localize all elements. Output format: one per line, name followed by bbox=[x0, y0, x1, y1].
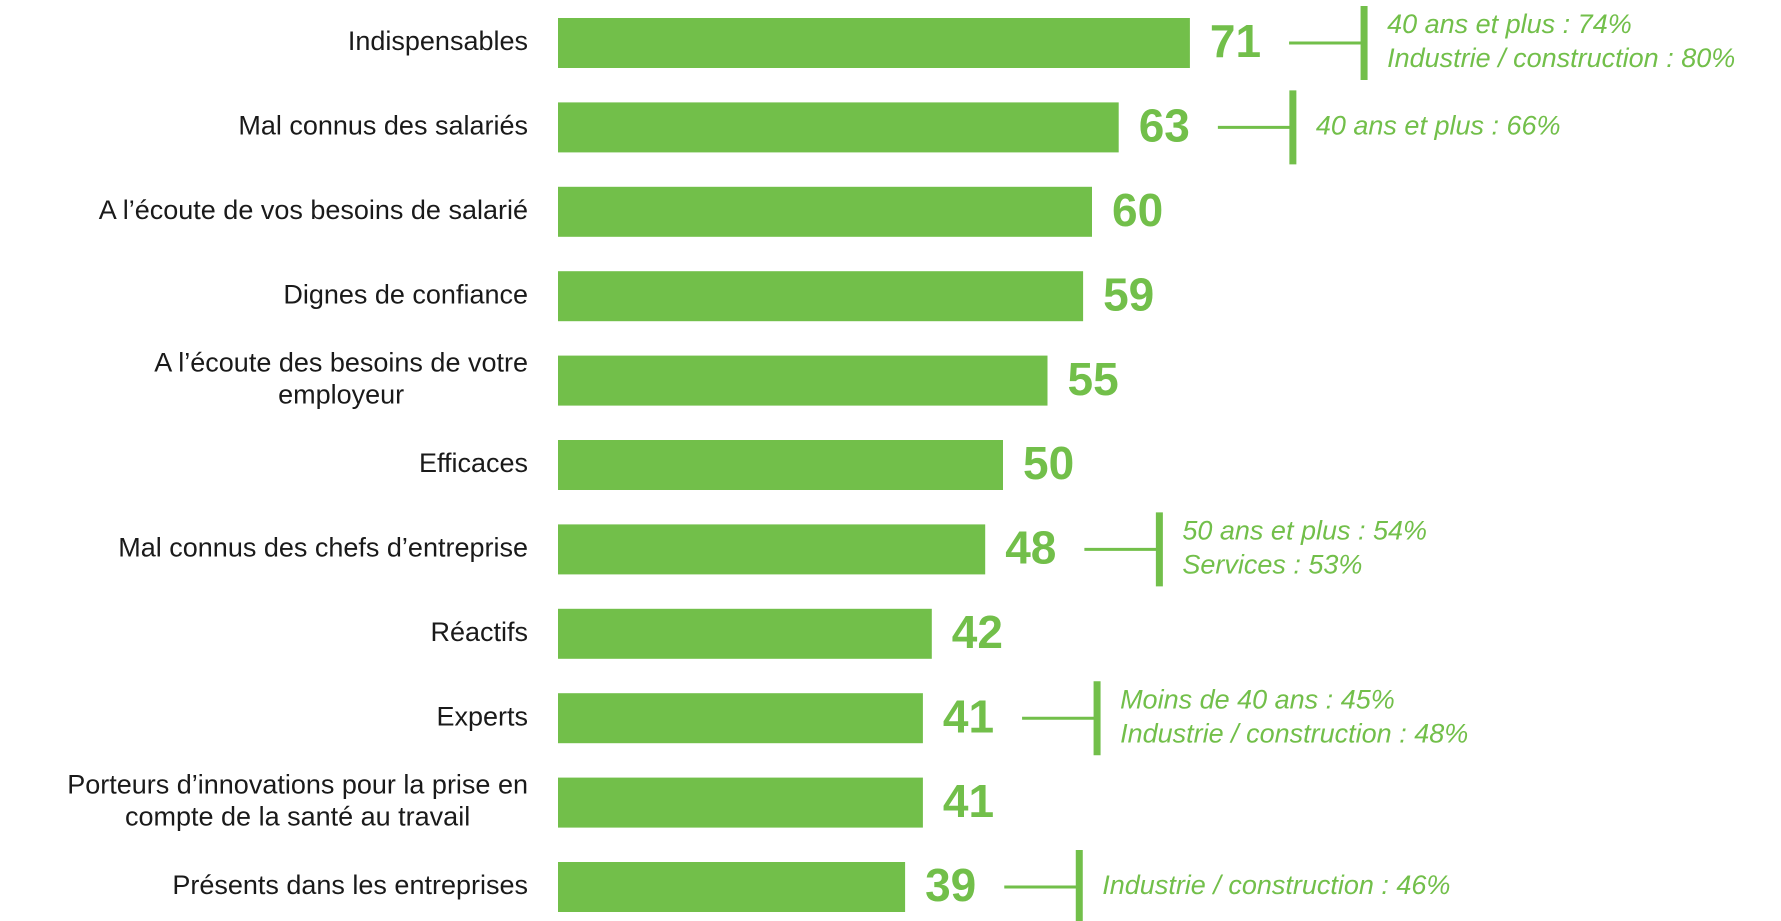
annotation-text-6-line-1: Services : 53% bbox=[1182, 550, 1362, 580]
annotation-text-8-line-0: Moins de 40 ans : 45% bbox=[1120, 684, 1395, 714]
bar-6 bbox=[558, 524, 986, 575]
value-label-10: 39 bbox=[925, 859, 976, 911]
category-label-1: Mal connus des salariés bbox=[238, 111, 528, 141]
category-label-8: Experts bbox=[436, 701, 528, 731]
category-label-4-line-0: A l’écoute des besoins de votre bbox=[154, 348, 528, 378]
value-label-6: 48 bbox=[1005, 522, 1056, 574]
category-label-0: Indispensables bbox=[348, 26, 528, 56]
bar-0 bbox=[558, 18, 1190, 68]
category-label-9-line-1: compte de la santé au travail bbox=[125, 802, 470, 832]
annotation-text-0-line-0: 40 ans et plus : 74% bbox=[1387, 9, 1632, 39]
annotation-text-6-line-0: 50 ans et plus : 54% bbox=[1182, 516, 1427, 546]
bar-8 bbox=[558, 693, 923, 744]
annotation-text-1-line-0: 40 ans et plus : 66% bbox=[1316, 111, 1561, 141]
value-label-8: 41 bbox=[943, 690, 994, 742]
bar-9 bbox=[558, 777, 923, 828]
value-label-9: 41 bbox=[943, 775, 994, 827]
category-label-7: Réactifs bbox=[430, 617, 528, 647]
category-label-6: Mal connus des chefs d’entreprise bbox=[118, 533, 528, 563]
value-label-7: 42 bbox=[952, 606, 1003, 658]
annotation-text-8-line-1: Industrie / construction : 48% bbox=[1120, 718, 1468, 748]
bar-10 bbox=[558, 862, 906, 912]
value-label-3: 59 bbox=[1103, 268, 1154, 320]
category-label-3: Dignes de confiance bbox=[283, 279, 528, 309]
category-label-10: Présents dans les entreprises bbox=[172, 870, 528, 900]
bar-2 bbox=[558, 186, 1092, 237]
category-label-4-line-1: employeur bbox=[278, 380, 404, 410]
bar-7 bbox=[558, 608, 932, 659]
annotation-text-10-line-0: Industrie / construction : 46% bbox=[1102, 870, 1450, 900]
bar-1 bbox=[558, 102, 1119, 153]
category-label-9-line-0: Porteurs d’innovations pour la prise en bbox=[67, 770, 528, 800]
annotation-text-0-line-1: Industrie / construction : 80% bbox=[1387, 43, 1735, 73]
value-label-1: 63 bbox=[1139, 100, 1190, 152]
value-label-0: 71 bbox=[1210, 15, 1261, 67]
value-label-4: 55 bbox=[1068, 353, 1119, 405]
category-label-5: Efficaces bbox=[419, 448, 528, 478]
category-label-2: A l’écoute de vos besoins de salarié bbox=[99, 195, 528, 225]
bar-5 bbox=[558, 440, 1003, 490]
value-label-2: 60 bbox=[1112, 184, 1163, 236]
bar-3 bbox=[558, 271, 1084, 322]
bar-4 bbox=[558, 355, 1048, 406]
value-label-5: 50 bbox=[1023, 437, 1074, 489]
